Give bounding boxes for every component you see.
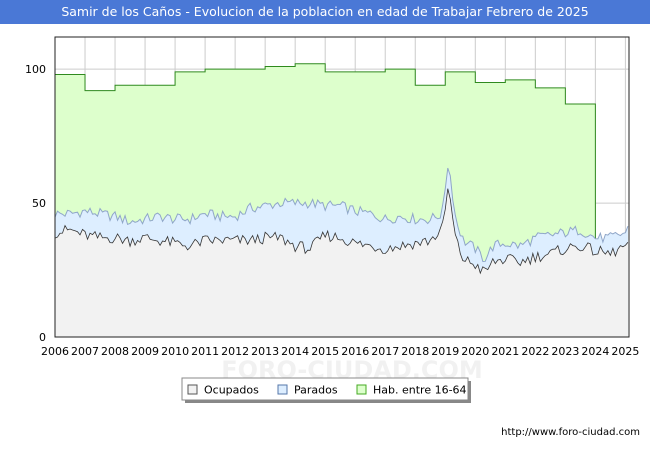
x-tick-label: 2017	[371, 345, 399, 358]
series-lines	[54, 63, 629, 275]
areas	[55, 63, 628, 338]
x-tick-label: 2014	[281, 345, 309, 358]
x-tick-label: 2025	[611, 345, 639, 358]
x-tick-label: 2023	[551, 345, 579, 358]
x-tick-label: 2011	[191, 345, 219, 358]
x-tick-label: 2013	[251, 345, 279, 358]
legend-label-hab: Hab. entre 16-64	[373, 384, 467, 397]
x-tick-label: 2006	[41, 345, 69, 358]
legend: Ocupados Parados Hab. entre 16-64	[181, 377, 471, 403]
footer-url[interactable]: http://www.foro-ciudad.com	[501, 427, 640, 438]
y-axis-ticks: 0 50 100	[25, 63, 46, 344]
ocupados-area	[55, 188, 628, 337]
hab-line	[55, 63, 596, 239]
legend-box	[181, 377, 469, 401]
x-tick-label: 2019	[431, 345, 459, 358]
parados-line	[54, 167, 629, 263]
y-tick-label: 100	[25, 63, 46, 76]
ocupados-line	[54, 188, 629, 275]
x-tick-label: 2021	[491, 345, 519, 358]
x-tick-label: 2009	[131, 345, 159, 358]
plot-frame	[54, 36, 630, 338]
legend-label-parados: Parados	[294, 384, 338, 397]
x-tick-label: 2012	[221, 345, 249, 358]
x-tick-label: 2008	[101, 345, 129, 358]
legend-swatch-hab	[356, 384, 367, 395]
x-axis-ticks: 2006 2007 2008 2009 2010 2011 2012 2013 2014 2015…	[41, 345, 639, 358]
legend-swatch-ocupados	[187, 384, 198, 395]
legend-label-ocupados: Ocupados	[204, 384, 259, 397]
x-tick-label: 2016	[341, 345, 369, 358]
y-tick-label: 50	[32, 197, 46, 210]
x-tick-label: 2007	[71, 345, 99, 358]
x-tick-label: 2018	[401, 345, 429, 358]
x-tick-label: 2015	[311, 345, 339, 358]
chart-title: Samir de los Caños - Evolucion de la pob…	[0, 0, 650, 24]
x-tick-label: 2022	[521, 345, 549, 358]
x-tick-label: 2020	[461, 345, 489, 358]
x-tick-label: 2024	[581, 345, 609, 358]
x-tick-label: 2010	[161, 345, 189, 358]
y-tick-label: 0	[39, 331, 46, 344]
legend-swatch-parados	[277, 384, 288, 395]
